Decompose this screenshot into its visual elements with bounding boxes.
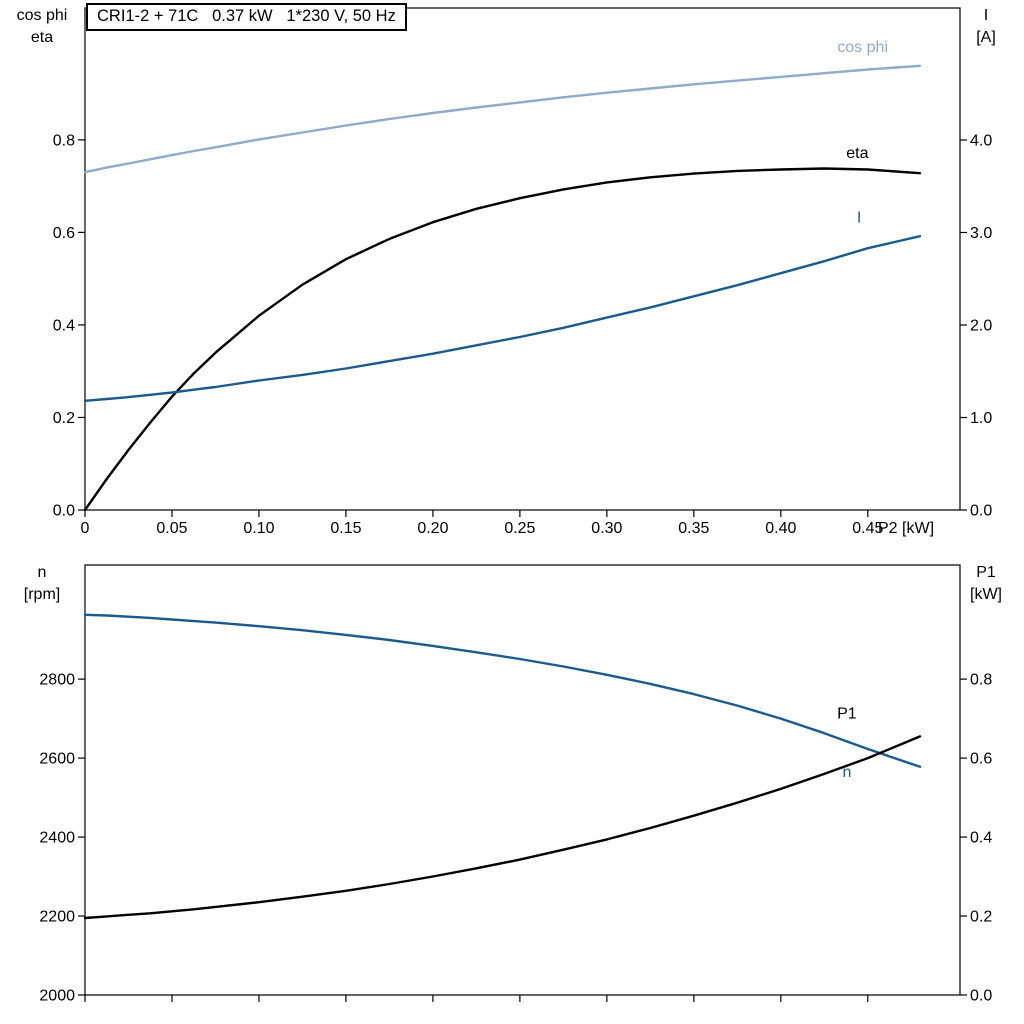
- curve-eta: [83, 167, 922, 512]
- x-tick-label: 0.30: [591, 520, 622, 537]
- curve-label-i: I: [857, 209, 861, 226]
- curve-cos-phi: [83, 64, 922, 174]
- x-tick-label: 0.25: [504, 520, 535, 537]
- y_left-tick-label: 2000: [39, 988, 75, 1005]
- curve-label-cos-phi: cos phi: [837, 39, 888, 56]
- y_right-tick-label: 0.2: [970, 909, 992, 926]
- x-tick-label: 0.20: [417, 520, 448, 537]
- y_left-tick-label: 0.0: [53, 503, 75, 520]
- y_right-axis-title: P1: [976, 564, 996, 581]
- y_left-axis-title: cos phi: [17, 7, 68, 24]
- y_left-tick-label: 2400: [39, 830, 75, 847]
- plot-frame: [84, 7, 961, 511]
- x-tick-label: 0.40: [765, 520, 796, 537]
- x-tick-label: 0.10: [243, 520, 274, 537]
- y_right-tick-label: 0.4: [970, 830, 992, 847]
- y_right-tick-label: 4.0: [970, 132, 992, 149]
- y_left-tick-label: 0.6: [53, 225, 75, 242]
- curve-label-n: n: [842, 764, 851, 781]
- y_right-axis-title: [kW]: [970, 586, 1002, 603]
- y_left-tick-label: 2800: [39, 672, 75, 689]
- y_left-axis-title: n: [38, 564, 47, 581]
- x-axis-title: P2 [kW]: [878, 520, 934, 537]
- y_left-tick-label: 2200: [39, 909, 75, 926]
- curve-n: [83, 613, 922, 768]
- y_left-tick-label: 0.2: [53, 410, 75, 427]
- curve-label-eta: eta: [846, 145, 868, 162]
- y_right-tick-label: 1.0: [970, 410, 992, 427]
- chart-title: CRI1-2 + 71C 0.37 kW 1*230 V, 50 Hz: [86, 3, 407, 31]
- y_right-tick-label: 0.8: [970, 672, 992, 689]
- y_right-tick-label: 3.0: [970, 225, 992, 242]
- y_left-tick-label: 0.8: [53, 132, 75, 149]
- curve-label-p1: P1: [837, 706, 857, 723]
- y_left-tick-label: 2600: [39, 751, 75, 768]
- y_left-axis-title: [rpm]: [24, 586, 60, 603]
- y_left-tick-label: 0.4: [53, 317, 75, 334]
- plot-frame: [84, 564, 961, 996]
- curve-p1: [83, 735, 922, 920]
- y_right-axis-title: [A]: [976, 29, 996, 46]
- x-tick-label: 0: [81, 520, 90, 537]
- x-tick-label: 0.15: [330, 520, 361, 537]
- y_right-tick-label: 2.0: [970, 317, 992, 334]
- x-tick-label: 0.45: [852, 520, 883, 537]
- y_right-axis-title: I: [984, 7, 988, 24]
- y_left-axis-title: eta: [31, 29, 53, 46]
- y_right-tick-label: 0.0: [970, 988, 992, 1005]
- y_right-tick-label: 0.0: [970, 503, 992, 520]
- x-tick-label: 0.35: [678, 520, 709, 537]
- x-tick-label: 0.05: [156, 520, 187, 537]
- curve-i: [83, 234, 922, 402]
- y_right-tick-label: 0.6: [970, 751, 992, 768]
